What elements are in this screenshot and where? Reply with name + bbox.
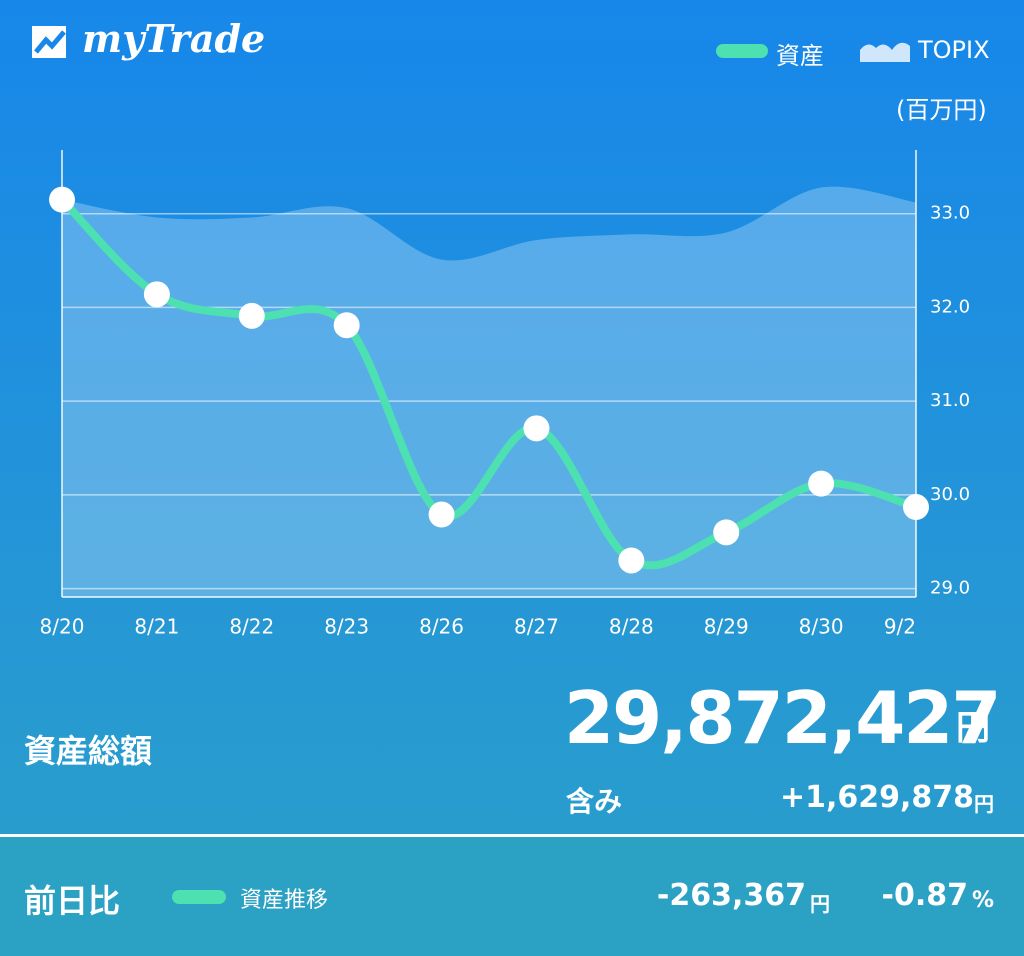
data-point	[143, 281, 170, 308]
data-point	[903, 494, 929, 521]
asset-line	[58, 195, 920, 570]
total-label: 資産総額	[24, 732, 153, 770]
legend-label: TOPIX	[918, 36, 990, 64]
daily-label: 前日比	[24, 882, 121, 920]
y-tick-label: 31.0	[930, 390, 970, 411]
y-tick-label: 30.0	[930, 484, 970, 505]
y-tick-label: 32.0	[930, 296, 970, 317]
data-point	[49, 186, 75, 213]
legend-swatch-area	[860, 42, 910, 62]
gain-label: 含み	[566, 785, 623, 818]
daily-panel	[0, 837, 1024, 956]
daily-change: -263,367	[656, 878, 806, 913]
x-tick-label: 8/20	[40, 615, 85, 639]
daily-percent-unit: %	[972, 888, 995, 913]
x-tick-label: 8/28	[609, 615, 654, 639]
data-point	[618, 547, 645, 574]
chart: 29.0 30.0 31.0 32.0 33.0 8/20 8/21 8/22 8/23 8/26…	[40, 186, 970, 639]
x-tick-label: 8/30	[799, 615, 844, 639]
unit-label: (百万円)	[896, 96, 987, 124]
x-tick-label: 8/27	[514, 615, 559, 639]
total-amount: 29,872,427	[564, 676, 1001, 760]
x-tick-label: 8/22	[229, 615, 274, 639]
x-tick-label: 8/21	[134, 615, 179, 639]
data-point	[238, 302, 265, 329]
gain-unit: 円	[974, 792, 994, 816]
y-tick-label: 33.0	[930, 203, 970, 224]
data-point	[523, 415, 550, 442]
logo-icon	[32, 26, 66, 58]
legend-swatch-line	[172, 890, 226, 904]
x-tick-label: 9/2	[884, 615, 916, 639]
data-point	[428, 501, 455, 528]
gain-amount: +1,629,878	[779, 780, 974, 815]
total-unit: 円	[956, 708, 990, 748]
brand: myTrade	[82, 16, 266, 61]
x-tick-label: 8/23	[324, 615, 369, 639]
data-point	[333, 312, 360, 339]
legend-swatch-line	[716, 44, 768, 58]
divider	[0, 834, 1024, 837]
legend-label: 資産	[776, 42, 824, 70]
y-tick-label: 29.0	[930, 578, 970, 599]
x-tick-label: 8/26	[419, 615, 464, 639]
x-tick-label: 8/29	[704, 615, 749, 639]
daily-change-unit: 円	[810, 892, 830, 916]
daily-percent: -0.87	[881, 878, 968, 913]
data-point	[713, 519, 740, 546]
daily-legend: 資産推移	[240, 888, 329, 913]
data-point	[808, 470, 835, 497]
